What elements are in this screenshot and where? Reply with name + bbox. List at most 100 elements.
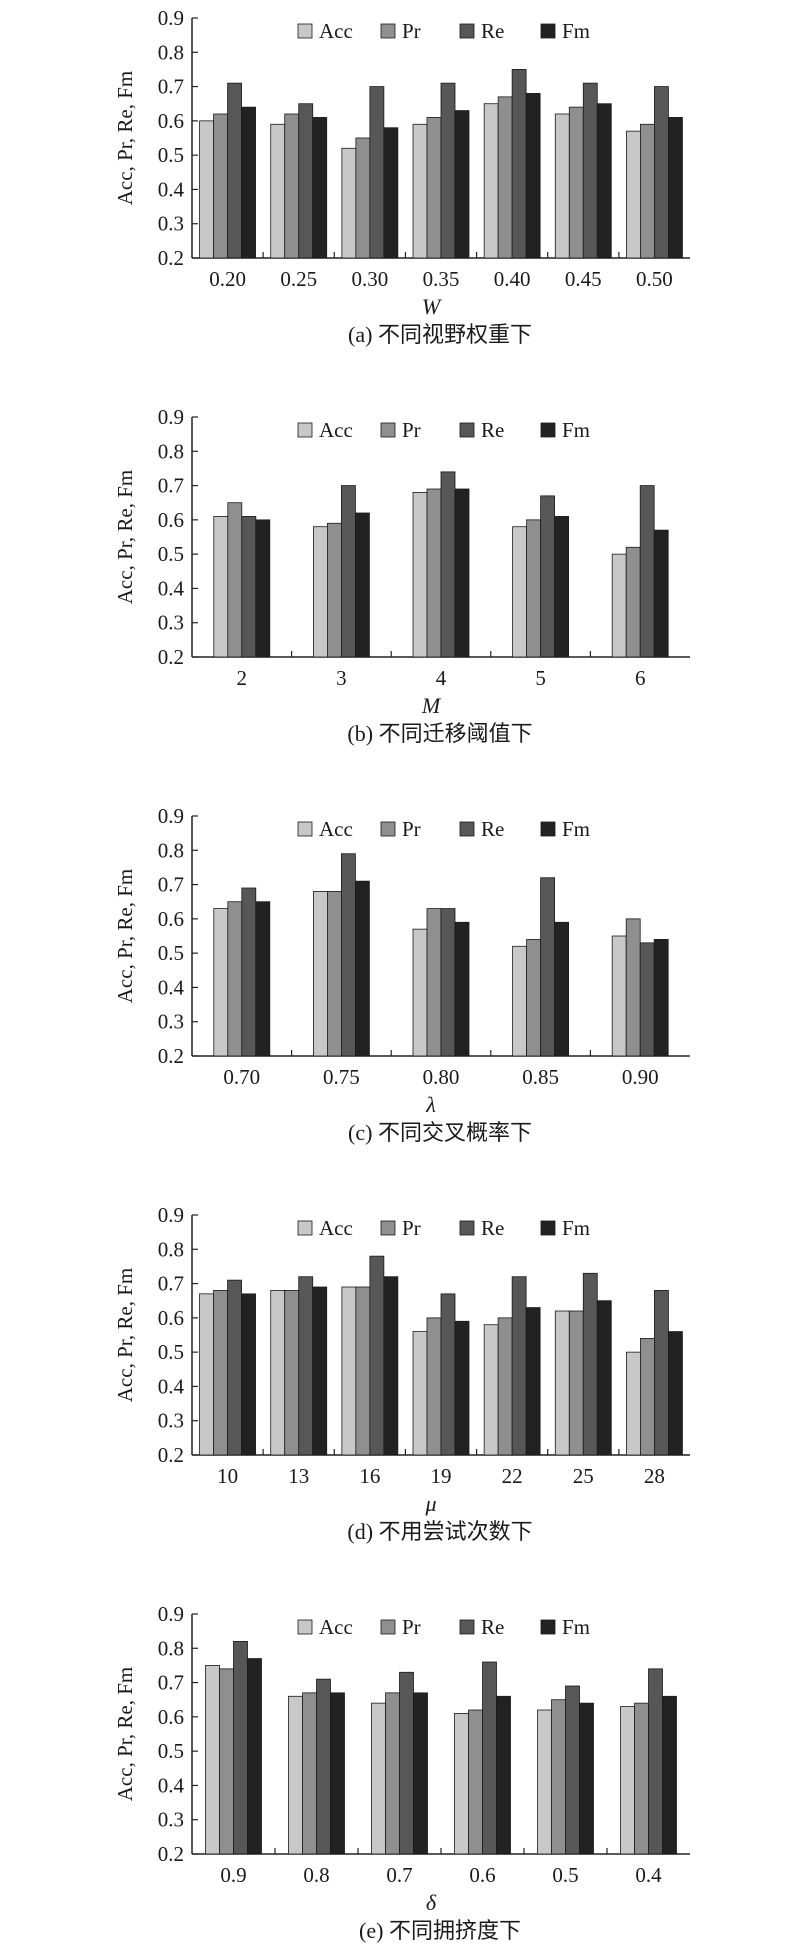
y-tick-label: 0.4 [158, 1773, 185, 1797]
legend-swatch-acc [297, 1619, 313, 1635]
bar-pr [426, 117, 442, 259]
bar-fm [668, 117, 683, 259]
legend-swatch-pr [380, 1220, 396, 1236]
x-tick-label: 3 [336, 666, 347, 690]
y-tick-label: 0.5 [158, 143, 184, 167]
legend-label-re: Re [481, 817, 504, 841]
x-tick-label: 0.30 [351, 267, 388, 291]
chart-caption: (e) 不同拥挤度下 [359, 1918, 521, 1943]
y-tick-label: 0.9 [158, 1203, 184, 1227]
bar-fm [653, 529, 669, 658]
bar-acc [199, 1293, 214, 1456]
legend-label-acc: Acc [319, 418, 353, 442]
x-tick-label: 0.5 [552, 1863, 578, 1887]
bar-re [298, 103, 314, 259]
bar-acc [611, 553, 627, 658]
bar-pr [640, 1338, 655, 1456]
x-tick-label: 0.9 [220, 1863, 246, 1887]
y-tick-label: 0.5 [158, 941, 184, 965]
chart-panel-1: 0.2 0.3 0.4 0.5 0.6 0.7 0.8 0.9 Acc, Pr, Re, Fm 2… [113, 405, 690, 746]
legend-label-pr: Pr [402, 19, 421, 43]
bar-re [241, 516, 257, 658]
x-tick-label: 0.4 [635, 1863, 662, 1887]
bar-pr [526, 939, 541, 1057]
x-axis-label: λ [425, 1092, 436, 1117]
legend-swatch-re [459, 1220, 475, 1236]
x-tick-label: 0.90 [622, 1065, 659, 1089]
legend-swatch-fm [540, 821, 556, 837]
bar-fm [241, 1293, 256, 1456]
y-tick-label: 0.4 [158, 975, 185, 999]
bar-re [227, 1279, 242, 1456]
y-tick-label: 0.3 [158, 212, 184, 236]
bar-acc [412, 492, 428, 658]
y-tick-label: 0.2 [158, 1842, 184, 1866]
bar-re [511, 69, 527, 259]
x-tick-label: 0.75 [323, 1065, 360, 1089]
y-tick-label: 0.2 [158, 1044, 184, 1068]
bar-fm [312, 117, 328, 259]
bar-acc [454, 1713, 469, 1855]
bar-re [540, 495, 555, 658]
bar-fm [653, 939, 669, 1057]
bar-acc [412, 123, 428, 259]
bar-pr [219, 1668, 234, 1855]
bar-pr [284, 1290, 300, 1456]
bar-re [227, 82, 242, 259]
bar-acc [626, 1351, 641, 1456]
bar-acc [341, 1286, 357, 1456]
bar-re [639, 485, 655, 658]
y-tick-label: 0.7 [158, 1671, 184, 1695]
bar-re [440, 82, 456, 259]
legend-swatch-acc [297, 821, 313, 837]
bar-re [399, 1671, 414, 1855]
x-tick-label: 0.35 [423, 267, 460, 291]
bar-acc [483, 1324, 499, 1456]
x-tick-label: 6 [635, 666, 646, 690]
bar-re [511, 1276, 527, 1456]
bar-pr [355, 1286, 371, 1456]
legend-label-re: Re [481, 1615, 504, 1639]
bar-fm [454, 110, 470, 259]
legend-label-acc: Acc [319, 817, 353, 841]
legend-swatch-fm [540, 23, 556, 39]
legend-label-re: Re [481, 1216, 504, 1240]
y-tick-label: 0.6 [158, 109, 184, 133]
bar-acc [412, 928, 428, 1057]
y-tick-label: 0.7 [158, 474, 184, 498]
y-tick-label: 0.6 [158, 907, 184, 931]
bar-pr [426, 488, 442, 658]
bar-acc [205, 1665, 220, 1855]
bar-re [298, 1276, 314, 1456]
bar-fm [596, 103, 612, 259]
bar-pr [355, 137, 371, 259]
y-tick-label: 0.9 [158, 405, 184, 429]
bar-pr [551, 1699, 566, 1855]
y-tick-label: 0.8 [158, 1237, 184, 1261]
bar-pr [526, 519, 541, 658]
y-tick-label: 0.7 [158, 873, 184, 897]
bar-acc [199, 120, 214, 259]
y-axis-label: Acc, Pr, Re, Fm [113, 1268, 137, 1402]
bar-pr [426, 1317, 442, 1456]
bar-fm [668, 1331, 683, 1456]
bar-re [316, 1678, 331, 1855]
x-tick-label: 28 [644, 1464, 665, 1488]
x-tick-label: 0.70 [223, 1065, 260, 1089]
bar-fm [496, 1695, 511, 1855]
x-tick-label: 0.7 [386, 1863, 412, 1887]
bar-acc [611, 935, 627, 1057]
bar-re [540, 877, 555, 1057]
bar-re [582, 1272, 598, 1456]
y-tick-label: 0.8 [158, 40, 184, 64]
y-tick-label: 0.5 [158, 542, 184, 566]
legend-swatch-re [459, 23, 475, 39]
bar-pr [227, 502, 243, 658]
legend-label-fm: Fm [562, 1216, 590, 1240]
legend-label-re: Re [481, 418, 504, 442]
bar-fm [255, 901, 271, 1057]
legend-label-acc: Acc [319, 19, 353, 43]
legend-label-acc: Acc [319, 1216, 353, 1240]
y-tick-label: 0.4 [158, 1374, 185, 1398]
bar-acc [620, 1706, 635, 1855]
